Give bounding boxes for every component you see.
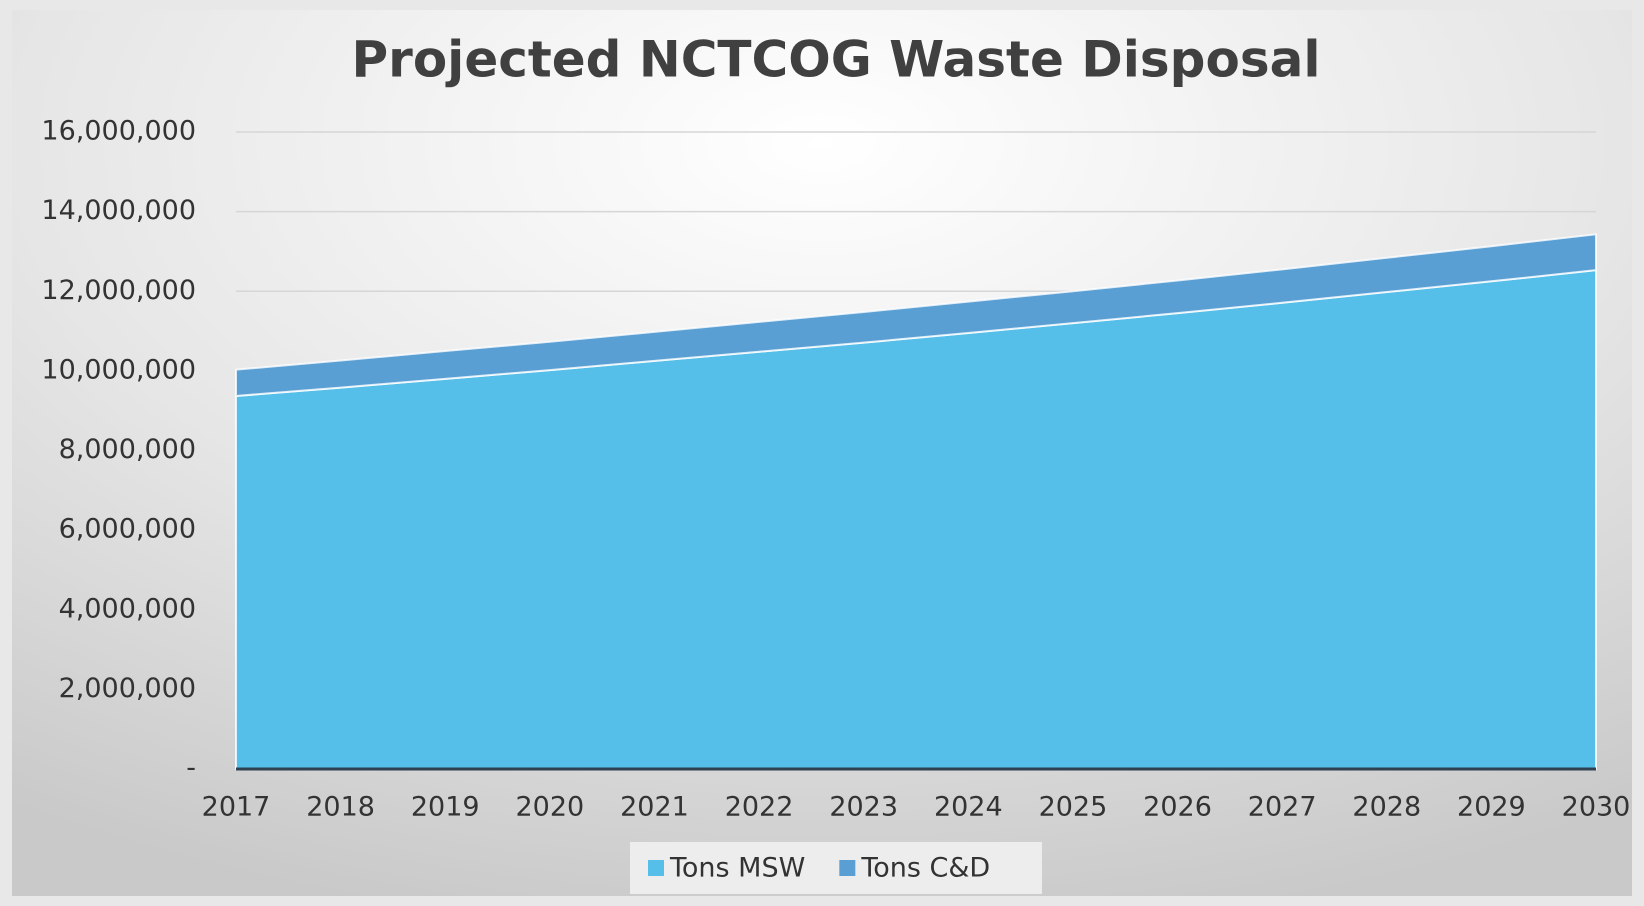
legend-label: Tons C&D	[860, 853, 990, 884]
y-tick-label: 10,000,000	[41, 354, 196, 385]
chart-title: Projected NCTCOG Waste Disposal	[352, 31, 1321, 89]
y-tick-label: 8,000,000	[59, 434, 196, 465]
x-tick-label: 2030	[1562, 792, 1631, 823]
x-tick-label: 2020	[515, 792, 584, 823]
x-tick-label: 2017	[202, 792, 271, 823]
x-tick-label: 2026	[1143, 792, 1212, 823]
legend-label: Tons MSW	[669, 853, 805, 884]
x-tick-label: 2028	[1352, 792, 1421, 823]
legend-background	[630, 842, 1042, 894]
legend-swatch	[648, 860, 664, 876]
x-tick-label: 2021	[620, 792, 689, 823]
x-tick-label: 2019	[411, 792, 480, 823]
y-tick-label: 12,000,000	[41, 275, 196, 306]
x-tick-label: 2029	[1457, 792, 1526, 823]
area	[235, 233, 1597, 398]
x-tick-label: 2024	[934, 792, 1003, 823]
y-tick-label: 2,000,000	[59, 673, 196, 704]
x-tick-label: 2027	[1248, 792, 1317, 823]
y-tick-label: 6,000,000	[59, 514, 196, 545]
x-tick-label: 2023	[829, 792, 898, 823]
x-tick-label: 2025	[1039, 792, 1108, 823]
x-tick-label: 2018	[306, 792, 375, 823]
y-tick-label: -	[186, 753, 196, 784]
y-tick-label: 14,000,000	[41, 195, 196, 226]
y-tick-label: 4,000,000	[59, 593, 196, 624]
y-tick-label: 16,000,000	[41, 116, 196, 147]
legend-swatch	[839, 860, 856, 876]
x-tick-label: 2022	[725, 792, 794, 823]
